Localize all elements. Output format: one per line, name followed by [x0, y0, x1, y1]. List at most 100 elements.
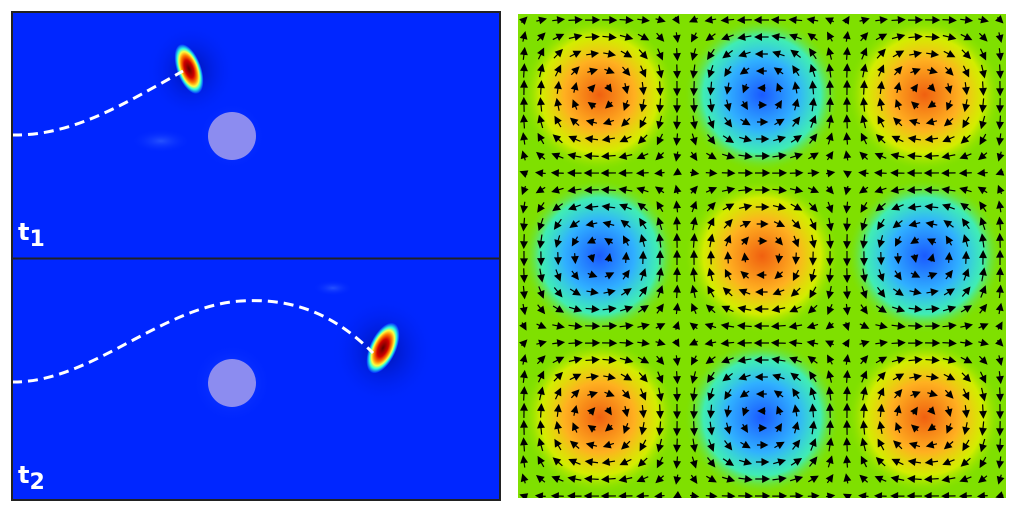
velocity-arrow — [995, 302, 1004, 315]
velocity-arrow — [926, 372, 940, 381]
velocity-arrow — [656, 233, 664, 248]
velocity-arrow — [962, 422, 971, 436]
velocity-arrow — [690, 232, 698, 248]
velocity-arrow — [808, 456, 818, 467]
velocity-arrow — [962, 388, 970, 401]
velocity-arrow — [806, 16, 819, 25]
velocity-arrow — [942, 16, 957, 24]
velocity-arrow — [655, 15, 666, 24]
velocity-arrow — [788, 322, 803, 330]
velocity-arrow — [554, 115, 562, 128]
velocity-arrow — [603, 49, 617, 58]
velocity-arrow — [618, 152, 633, 160]
velocity-arrow — [618, 169, 633, 177]
velocity-arrow — [826, 437, 834, 452]
velocity-arrow — [772, 152, 787, 160]
velocity-arrow — [961, 82, 970, 96]
velocity-arrow — [758, 101, 768, 109]
velocity-arrow — [554, 420, 563, 434]
velocity-arrow — [689, 15, 698, 23]
velocity-arrow — [656, 267, 664, 282]
velocity-arrow — [826, 386, 834, 401]
velocity-arrow — [826, 96, 834, 112]
velocity-arrow — [724, 117, 733, 128]
warm-vortex-cell — [846, 339, 1003, 495]
velocity-arrow — [601, 203, 616, 211]
velocity-arrow — [705, 186, 718, 195]
panel-t2: t2 — [11, 259, 500, 500]
velocity-arrow — [554, 64, 562, 77]
velocity-arrow — [809, 420, 817, 435]
velocity-arrow — [673, 232, 681, 248]
velocity-arrow — [636, 152, 649, 160]
velocity-arrow — [996, 456, 1005, 469]
velocity-arrow — [923, 169, 939, 177]
velocity-arrow — [908, 441, 921, 450]
velocity-arrow — [960, 338, 974, 347]
velocity-arrow — [707, 387, 715, 402]
velocity-arrow — [519, 16, 528, 25]
velocity-arrow — [843, 386, 851, 401]
velocity-arrow — [722, 203, 735, 211]
velocity-arrow — [908, 305, 923, 313]
velocity-arrow — [843, 437, 851, 452]
velocity-arrow — [757, 407, 766, 415]
velocity-arrow — [673, 200, 682, 213]
velocity-arrow — [770, 322, 786, 330]
velocity-arrow — [927, 406, 936, 415]
velocity-arrow — [639, 116, 647, 129]
velocity-arrow — [843, 114, 851, 129]
velocity-arrow — [569, 220, 580, 228]
velocity-arrow — [843, 132, 852, 145]
velocity-arrow — [690, 115, 698, 130]
velocity-arrow — [706, 151, 717, 160]
velocity-arrow — [755, 288, 768, 296]
velocity-arrow — [569, 288, 582, 296]
velocity-arrow — [721, 33, 734, 41]
velocity-arrow — [638, 81, 647, 96]
velocity-arrow — [654, 491, 665, 498]
velocity-arrow — [673, 115, 681, 130]
velocity-arrow — [789, 169, 804, 177]
velocity-arrow — [689, 200, 698, 213]
velocity-arrow — [602, 16, 618, 24]
velocity-arrow — [722, 49, 734, 59]
velocity-arrow — [740, 236, 749, 246]
velocity-arrow — [996, 266, 1004, 282]
velocity-arrow — [960, 15, 974, 24]
velocity-arrow — [976, 491, 988, 498]
velocity-arrow — [537, 97, 545, 112]
velocity-arrow — [890, 492, 905, 498]
velocity-arrow — [979, 371, 987, 384]
velocity-arrow — [537, 114, 545, 129]
velocity-arrow — [790, 372, 801, 382]
velocity-arrow — [537, 455, 545, 468]
velocity-arrow — [809, 438, 817, 451]
velocity-arrow — [978, 151, 988, 161]
velocity-arrow — [754, 50, 768, 58]
velocity-arrow — [945, 100, 954, 111]
velocity-arrow — [875, 339, 888, 348]
velocity-arrow — [722, 372, 733, 382]
velocity-arrow — [583, 492, 599, 498]
velocity-arrow — [618, 492, 633, 498]
velocity-arrow — [842, 15, 850, 25]
velocity-arrow — [792, 252, 801, 265]
velocity-arrow — [826, 79, 834, 95]
velocity-arrow — [621, 117, 631, 127]
velocity-arrow — [537, 268, 545, 283]
velocity-arrow — [639, 422, 648, 436]
velocity-arrow — [655, 323, 666, 331]
velocity-arrow — [656, 285, 664, 298]
velocity-arrow — [568, 16, 583, 24]
velocity-arrow — [875, 457, 886, 467]
velocity-arrow — [773, 458, 787, 466]
velocity-arrow — [567, 152, 582, 160]
velocity-arrow — [843, 79, 851, 95]
velocity-arrow — [519, 46, 528, 60]
velocity-arrow — [908, 339, 924, 347]
velocity-arrow — [976, 168, 988, 177]
velocity-arrow — [519, 354, 528, 365]
velocity-arrow — [807, 169, 820, 178]
velocity-arrow — [605, 100, 614, 109]
